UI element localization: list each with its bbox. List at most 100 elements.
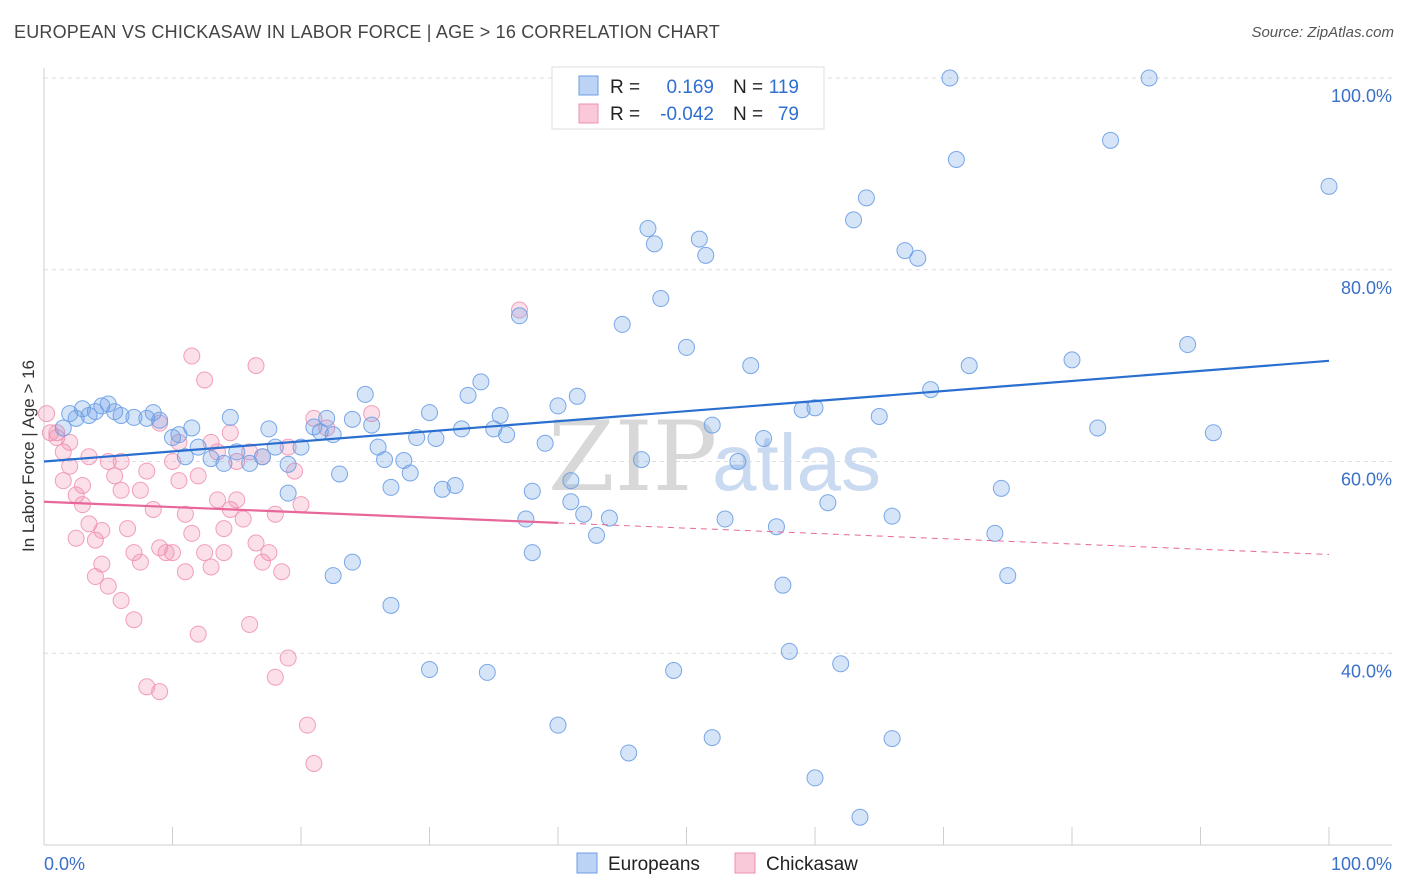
legend-n-value-2: 79: [778, 104, 799, 125]
european-point: [279, 484, 297, 502]
chickasaw-point: [183, 524, 201, 542]
european-point: [189, 438, 207, 456]
trend-lines: [43, 359, 1330, 555]
chickasaw-trend-extension: [557, 522, 1330, 555]
chickasaw-point: [215, 520, 233, 538]
chickasaw-point: [151, 683, 169, 701]
chickasaw-point: [38, 405, 56, 423]
european-point: [562, 493, 580, 511]
european-point: [401, 464, 419, 482]
european-point: [183, 419, 201, 437]
european-point: [600, 509, 618, 527]
chickasaw-trend-line: [43, 500, 559, 524]
european-point: [125, 408, 143, 426]
legend-r-label-2: R =: [610, 104, 640, 125]
european-point: [941, 69, 959, 87]
european-point: [356, 385, 374, 403]
chickasaw-point: [164, 544, 181, 562]
european-point: [74, 400, 92, 418]
chickasaw-point: [241, 615, 259, 633]
european-point: [202, 450, 220, 468]
chickasaw-point: [112, 453, 130, 470]
chickasaw-point: [125, 611, 143, 629]
europeans-trend-line: [43, 359, 1330, 463]
legend: R = 0.169 N = 119 R = -0.042 N = 79: [551, 66, 825, 130]
chart-title: EUROPEAN VS CHICKASAW IN LABOR FORCE | A…: [14, 22, 720, 42]
chickasaw-point: [510, 301, 528, 319]
european-point: [459, 386, 477, 404]
european-point: [568, 387, 586, 405]
european-point: [613, 315, 631, 333]
european-point: [652, 290, 670, 308]
y-axis-title: In Labor Force | Age > 16: [19, 360, 38, 552]
european-point: [215, 454, 233, 472]
chickasaw-point: [170, 472, 188, 490]
european-point: [703, 729, 721, 747]
chickasaw-point: [196, 544, 214, 562]
x-tick-label-max: 100.0%: [1331, 854, 1392, 874]
bottom-legend-label-chickasaw: Chickasaw: [766, 854, 858, 875]
chickasaw-point: [228, 491, 246, 509]
chickasaw-point: [61, 457, 79, 475]
european-point: [742, 357, 760, 375]
european-point: [780, 642, 798, 660]
european-point: [697, 246, 715, 264]
bottom-legend: Europeans Chickasaw: [576, 852, 858, 875]
legend-r-value-2: -0.042: [660, 104, 714, 125]
european-point: [1320, 177, 1338, 195]
axes: [43, 68, 1392, 846]
watermark-atlas: atlas: [712, 418, 881, 507]
european-point: [845, 211, 863, 229]
european-point: [292, 438, 310, 456]
european-point: [1089, 419, 1107, 437]
european-point: [446, 476, 464, 494]
european-point: [478, 663, 496, 681]
chickasaw-point: [48, 429, 66, 447]
european-point: [960, 357, 978, 375]
legend-n-label-1: N =: [733, 77, 763, 98]
european-point: [472, 373, 490, 391]
chickasaw-point: [221, 424, 239, 442]
european-point: [774, 576, 792, 594]
european-point: [999, 567, 1017, 585]
european-point: [819, 494, 837, 512]
chickasaw-point: [266, 505, 284, 523]
european-point: [523, 544, 541, 562]
european-point: [620, 744, 638, 762]
chickasaw-point: [298, 716, 316, 734]
chickasaw-point: [215, 544, 233, 562]
chickasaw-point: [119, 520, 137, 538]
european-point: [639, 220, 657, 238]
chickasaw-point: [247, 534, 265, 552]
chickasaw-point: [106, 467, 124, 485]
european-point: [318, 409, 336, 427]
chickasaw-point: [164, 453, 181, 470]
chickasaw-point: [202, 558, 220, 576]
chickasaw-point: [74, 476, 92, 494]
grid-lines: [44, 77, 1392, 654]
european-point: [221, 408, 239, 426]
european-point: [562, 472, 580, 490]
chickasaw-point: [86, 531, 104, 549]
european-point: [421, 661, 438, 679]
chickasaw-point: [93, 522, 111, 540]
european-point: [806, 399, 824, 417]
european-point: [716, 510, 734, 528]
european-point: [645, 235, 663, 253]
chickasaw-point: [247, 357, 265, 375]
chickasaw-point: [176, 563, 194, 581]
european-point: [1179, 336, 1197, 354]
european-point: [909, 249, 927, 267]
chickasaw-point: [260, 544, 278, 562]
chickasaw-point: [266, 668, 284, 686]
european-point: [324, 567, 342, 585]
chickasaw-point: [183, 347, 201, 365]
european-point: [549, 716, 567, 734]
european-point: [363, 416, 381, 434]
chickasaw-point: [112, 481, 130, 499]
chickasaw-point: [131, 553, 149, 571]
european-point: [279, 455, 297, 473]
chickasaw-point: [144, 500, 162, 518]
european-point: [421, 404, 438, 422]
